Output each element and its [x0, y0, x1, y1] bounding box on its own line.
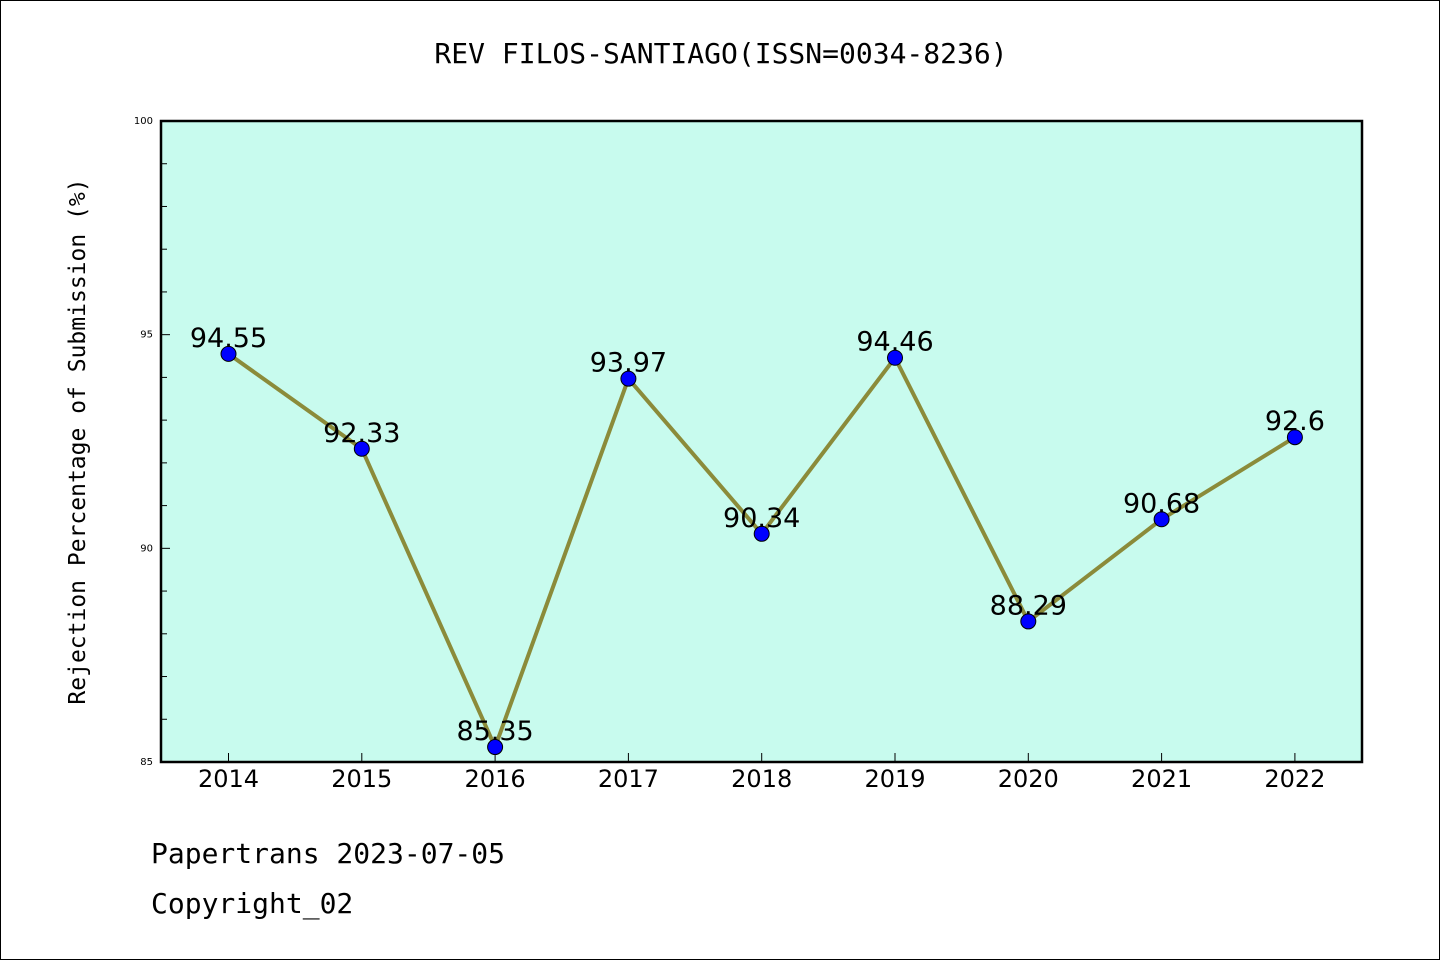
plot-border [159, 119, 1364, 764]
x-tick-label: 2015 [331, 765, 392, 793]
data-label: 94.46 [856, 327, 933, 358]
data-label: 88.29 [990, 590, 1067, 621]
y-tick-label: 90 [140, 543, 153, 554]
data-point [1153, 511, 1170, 528]
footer-copyright: Copyright_02 [151, 887, 354, 920]
x-tick-label: 2021 [1131, 765, 1192, 793]
data-point [1286, 429, 1303, 446]
data-point [487, 739, 504, 756]
x-tick-label: 2017 [598, 765, 659, 793]
x-tick-label: 2018 [731, 765, 792, 793]
data-point [220, 345, 237, 362]
x-tick-label: 2016 [465, 765, 526, 793]
y-axis-label: Rejection Percentage of Submission (%) [65, 178, 91, 704]
x-tick-label: 2020 [998, 765, 1059, 793]
y-tick-label: 100 [134, 116, 153, 127]
data-point [753, 525, 770, 542]
data-point [887, 349, 903, 366]
data-label: 94.55 [190, 323, 267, 354]
footer-date: Papertrans 2023-07-05 [151, 837, 506, 870]
data-point [1020, 613, 1037, 630]
data-label: 92.6 [1265, 406, 1325, 437]
x-tick-label: 2022 [1264, 765, 1325, 793]
y-tick-label: 95 [140, 330, 153, 341]
data-label: 93.97 [590, 348, 667, 379]
data-point [353, 440, 370, 457]
x-tick-label: 2019 [864, 765, 925, 793]
data-label: 85.35 [456, 716, 533, 747]
data-label: 90.68 [1123, 488, 1200, 519]
data-label: 92.33 [323, 418, 400, 449]
x-tick-label: 2014 [198, 765, 259, 793]
chart-title: REV FILOS-SANTIAGO(ISSN=0034-8236) [434, 37, 1008, 70]
data-label: 90.34 [723, 503, 800, 534]
data-point [620, 370, 637, 387]
y-tick-label: 85 [140, 757, 153, 768]
